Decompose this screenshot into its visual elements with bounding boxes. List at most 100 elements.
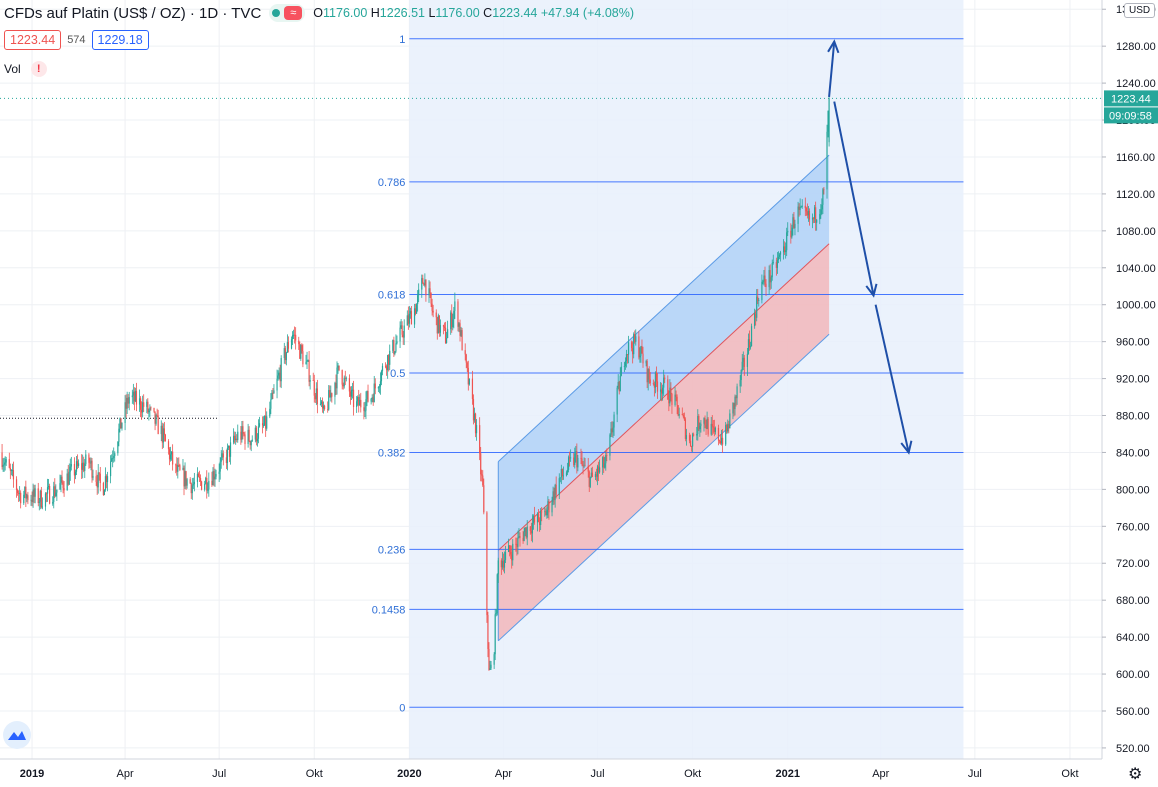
fib-level-label: 0.236 — [378, 544, 406, 556]
candle-body — [131, 395, 133, 398]
exclamation-icon[interactable]: ! — [30, 61, 47, 77]
candle-body — [55, 492, 57, 496]
sell-button[interactable]: 1223.44 — [4, 30, 62, 50]
candle-body — [12, 470, 15, 480]
buy-button[interactable]: 1229.18 — [91, 30, 149, 50]
candle-body — [819, 214, 821, 220]
candle-body — [815, 207, 817, 223]
candle-body — [806, 211, 808, 216]
candle-body — [488, 649, 490, 670]
candle-body — [254, 427, 256, 440]
candle-body — [264, 415, 266, 426]
candle-body — [40, 490, 42, 508]
candle-body — [200, 481, 203, 490]
wave-icon: ≈ — [284, 6, 303, 20]
candle-body — [82, 462, 84, 470]
currency-badge[interactable]: USD — [1124, 3, 1156, 18]
candle-body — [662, 387, 664, 394]
candle-body — [402, 334, 404, 338]
candle-body — [212, 471, 214, 486]
candle-body — [741, 361, 743, 371]
candle-body — [112, 457, 114, 459]
candle-body — [770, 277, 772, 283]
candle-body — [61, 476, 63, 483]
candle-body — [118, 428, 120, 442]
candle-body — [39, 490, 41, 502]
fib-level-label: 0.382 — [378, 447, 406, 459]
candle-body — [553, 491, 555, 501]
candle-body — [820, 209, 822, 215]
candle-body — [525, 527, 527, 538]
candle-body — [66, 473, 68, 491]
candle-body — [143, 402, 145, 407]
candle-body — [154, 411, 156, 424]
candle-body — [610, 428, 612, 435]
candle-body — [421, 278, 423, 290]
candle-body — [430, 292, 432, 304]
candle-body — [134, 391, 137, 402]
candle-body — [472, 398, 475, 421]
candle-body — [197, 473, 200, 477]
candle-body — [305, 361, 307, 365]
gear-icon[interactable]: ⚙ — [1128, 766, 1143, 783]
y-tick-label: 520.00 — [1116, 743, 1150, 755]
candle-body — [537, 513, 540, 522]
tradingview-logo-icon[interactable] — [3, 721, 31, 749]
candle-body — [725, 425, 727, 445]
candle-body — [295, 334, 297, 341]
last-price-label: 1223.44 — [1111, 93, 1151, 105]
candle-body — [604, 463, 606, 468]
green-dot-icon — [272, 9, 281, 17]
candle-body — [30, 499, 32, 501]
candle-body — [15, 479, 18, 491]
candle-body — [302, 351, 304, 365]
candle-body — [486, 512, 488, 616]
candle-body — [748, 339, 751, 348]
projection-arrows[interactable] — [827, 39, 913, 455]
volume-label[interactable]: Vol — [4, 62, 21, 76]
candle-body — [526, 526, 528, 538]
candle-body — [566, 469, 569, 473]
candle-body — [119, 418, 121, 429]
arrow-head — [900, 440, 913, 455]
candle-body — [641, 346, 643, 354]
candle-body — [734, 396, 736, 410]
candle-body — [740, 370, 742, 381]
candle-body — [279, 372, 281, 382]
candle-body — [794, 223, 796, 229]
x-tick-label: Jul — [212, 768, 226, 780]
candle-body — [785, 250, 787, 253]
candle-body — [8, 459, 10, 468]
candle-body — [121, 423, 123, 429]
countdown-tag-bg — [1104, 107, 1158, 124]
fibonacci-retracement[interactable]: 1 0.786 0.618 0.5 0.382 0.236 0.1458 0 — [372, 34, 964, 715]
candle-body — [445, 338, 448, 343]
candle-body — [509, 545, 511, 552]
symbol-title[interactable]: CFDs auf Platin (US$ / OZ) · 1D · TVC — [4, 4, 262, 22]
candle-body — [341, 370, 343, 385]
candle-body — [328, 390, 330, 410]
candle-body — [299, 344, 301, 359]
candle-body — [690, 446, 693, 447]
candle-body — [481, 474, 483, 476]
candle-body — [529, 526, 531, 532]
candle-body — [106, 476, 109, 483]
candle-body — [56, 489, 58, 493]
candle-body — [432, 310, 434, 313]
candle-body — [826, 131, 828, 190]
status-pill[interactable]: ≈ — [269, 4, 306, 22]
candle-body — [793, 217, 795, 229]
spread-value: 574 — [67, 34, 86, 46]
candle-body — [541, 511, 543, 513]
candle-body — [351, 389, 354, 391]
candle-body — [438, 315, 440, 333]
candle-body — [359, 399, 361, 406]
candle-body — [215, 473, 217, 477]
candle-body — [280, 358, 282, 382]
candle-body — [300, 345, 302, 359]
candle-body — [587, 465, 589, 472]
x-tick-label: Jul — [968, 768, 982, 780]
candle-body — [285, 352, 287, 361]
candle-body — [827, 110, 829, 132]
